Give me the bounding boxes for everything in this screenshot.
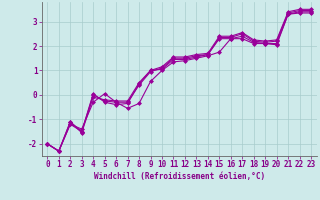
X-axis label: Windchill (Refroidissement éolien,°C): Windchill (Refroidissement éolien,°C) [94, 172, 265, 181]
